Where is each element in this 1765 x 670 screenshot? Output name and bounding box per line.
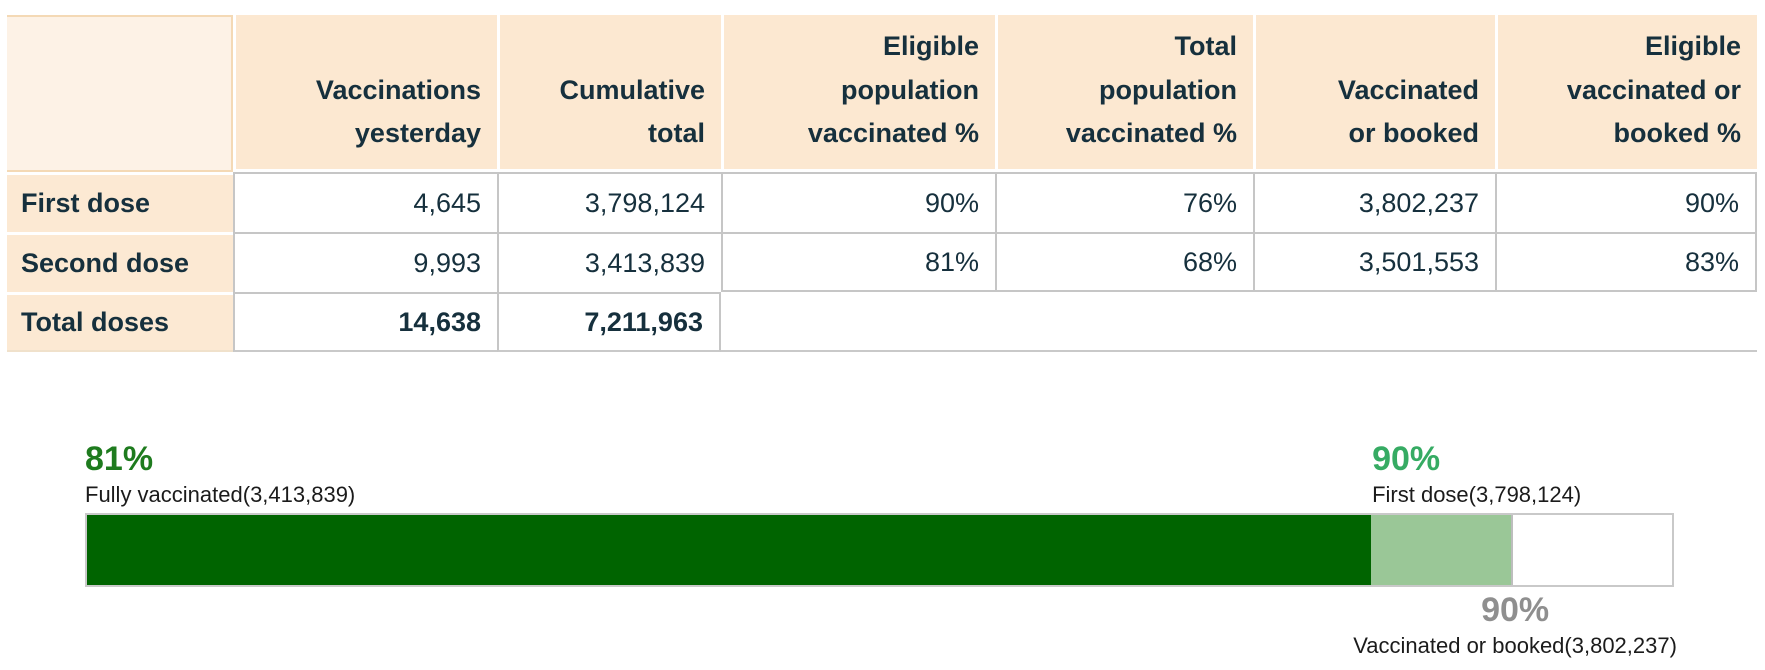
- vaccination-progress-chart: 81% Fully vaccinated(3,413,839) 90% Firs…: [85, 440, 1677, 665]
- cell-second-dose-eligible-population-pct: 81%: [721, 232, 995, 292]
- progress-bar-track: [85, 513, 1674, 587]
- row-label-total-doses: Total doses: [7, 292, 233, 352]
- empty-cell: [1253, 292, 1495, 352]
- vaccinated-or-booked-percent: 90%: [1481, 591, 1550, 629]
- bar-segment-first-dose: [1370, 515, 1514, 585]
- row-label-second-dose: Second dose: [7, 232, 233, 292]
- col-header-eligible-vaccinated-or-booked: Eligible vaccinated or booked %: [1495, 15, 1757, 172]
- corner-cell: [7, 15, 233, 172]
- first-dose-label-group: 90% First dose(3,798,124): [1372, 440, 1581, 508]
- row-label-first-dose: First dose: [7, 172, 233, 232]
- col-header-vaccinated-or-booked: Vaccinated or booked: [1253, 15, 1495, 172]
- empty-cell: [1495, 292, 1757, 352]
- first-dose-caption: First dose(3,798,124): [1372, 482, 1582, 507]
- cell-total-doses-cumulative-total: 7,211,963: [497, 292, 721, 352]
- vaccinated-or-booked-label-group: 90% Vaccinated or booked(3,802,237): [1255, 591, 1765, 659]
- table-row-first-dose: First dose 4,645 3,798,124 90% 76% 3,802…: [7, 172, 1757, 232]
- col-header-eligible-population-vaccinated: Eligible population vaccinated %: [721, 15, 995, 172]
- vaccinated-or-booked-caption: Vaccinated or booked(3,802,237): [1353, 633, 1677, 658]
- cell-first-dose-eligible-population-pct: 90%: [721, 172, 995, 232]
- cell-second-dose-total-population-pct: 68%: [995, 232, 1253, 292]
- bar-segment-fully-vaccinated: [87, 515, 1371, 585]
- cell-first-dose-vaccinated-or-booked: 3,802,237: [1253, 172, 1495, 232]
- cell-total-doses-vaccinations-yesterday: 14,638: [233, 292, 497, 352]
- table-row-total-doses: Total doses 14,638 7,211,963: [7, 292, 1757, 352]
- fully-vaccinated-caption: Fully vaccinated(3,413,839): [85, 482, 356, 507]
- cell-second-dose-eligible-booked-pct: 83%: [1495, 232, 1757, 292]
- col-header-vaccinations-yesterday: Vaccinations yesterday: [233, 15, 497, 172]
- empty-cell: [721, 292, 995, 352]
- cell-first-dose-vaccinations-yesterday: 4,645: [233, 172, 497, 232]
- fully-vaccinated-percent: 81%: [85, 440, 154, 478]
- cell-second-dose-cumulative-total: 3,413,839: [497, 232, 721, 292]
- header-row: Vaccinations yesterday Cumulative total …: [7, 15, 1757, 172]
- cell-first-dose-eligible-booked-pct: 90%: [1495, 172, 1757, 232]
- col-header-total-population-vaccinated: Total population vaccinated %: [995, 15, 1253, 172]
- cell-second-dose-vaccinations-yesterday: 9,993: [233, 232, 497, 292]
- cell-first-dose-total-population-pct: 76%: [995, 172, 1253, 232]
- table-row-second-dose: Second dose 9,993 3,413,839 81% 68% 3,50…: [7, 232, 1757, 292]
- vaccination-table: Vaccinations yesterday Cumulative total …: [7, 15, 1757, 352]
- cell-first-dose-cumulative-total: 3,798,124: [497, 172, 721, 232]
- first-dose-percent: 90%: [1372, 440, 1441, 478]
- cell-second-dose-vaccinated-or-booked: 3,501,553: [1253, 232, 1495, 292]
- fully-vaccinated-label-group: 81% Fully vaccinated(3,413,839): [85, 440, 355, 508]
- col-header-cumulative-total: Cumulative total: [497, 15, 721, 172]
- empty-cell: [995, 292, 1253, 352]
